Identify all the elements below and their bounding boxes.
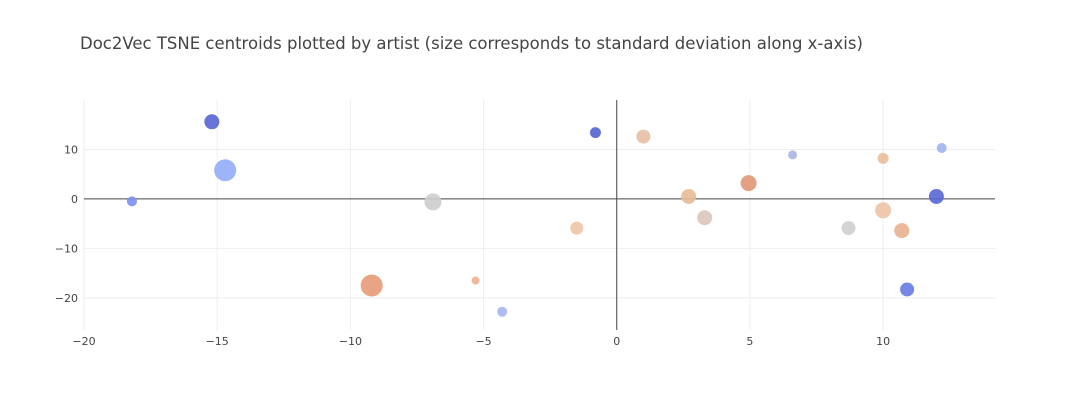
x-tick-label: 5 xyxy=(746,335,753,348)
x-tick-label: 0 xyxy=(613,335,620,348)
y-tick-label: −10 xyxy=(55,242,78,255)
y-tick-label: 10 xyxy=(64,143,78,156)
data-point[interactable] xyxy=(204,114,220,130)
data-point[interactable] xyxy=(681,188,697,204)
data-point[interactable] xyxy=(214,159,237,182)
data-point[interactable] xyxy=(497,306,508,317)
data-point[interactable] xyxy=(877,152,889,164)
data-point[interactable] xyxy=(570,221,584,235)
data-point[interactable] xyxy=(841,221,856,236)
x-tick-label: −15 xyxy=(206,335,229,348)
zero-lines xyxy=(84,100,995,330)
data-point[interactable] xyxy=(360,274,383,297)
chart-title: Doc2Vec TSNE centroids plotted by artist… xyxy=(80,34,863,53)
grid-lines xyxy=(83,100,995,330)
data-point[interactable] xyxy=(589,127,601,139)
x-tick-label: −5 xyxy=(475,335,491,348)
data-points xyxy=(126,114,947,317)
data-point[interactable] xyxy=(740,175,757,192)
y-axis-ticks: −20 −10 0 10 xyxy=(55,143,78,304)
x-tick-label: −10 xyxy=(339,335,362,348)
y-tick-label: 0 xyxy=(71,193,78,206)
y-tick-label: −20 xyxy=(55,292,78,305)
data-point[interactable] xyxy=(471,276,480,285)
x-tick-label: 10 xyxy=(876,335,890,348)
data-point[interactable] xyxy=(928,188,944,204)
x-axis-ticks: −20 −15 −10 −5 0 5 10 xyxy=(72,335,890,348)
data-point[interactable] xyxy=(900,282,915,297)
data-point[interactable] xyxy=(936,142,947,153)
data-point[interactable] xyxy=(424,193,442,211)
data-point[interactable] xyxy=(788,150,798,160)
data-point[interactable] xyxy=(697,210,713,226)
data-point[interactable] xyxy=(126,196,137,207)
x-tick-label: −20 xyxy=(72,335,95,348)
data-point[interactable] xyxy=(894,223,910,239)
data-point[interactable] xyxy=(875,202,892,219)
data-point[interactable] xyxy=(636,129,651,144)
